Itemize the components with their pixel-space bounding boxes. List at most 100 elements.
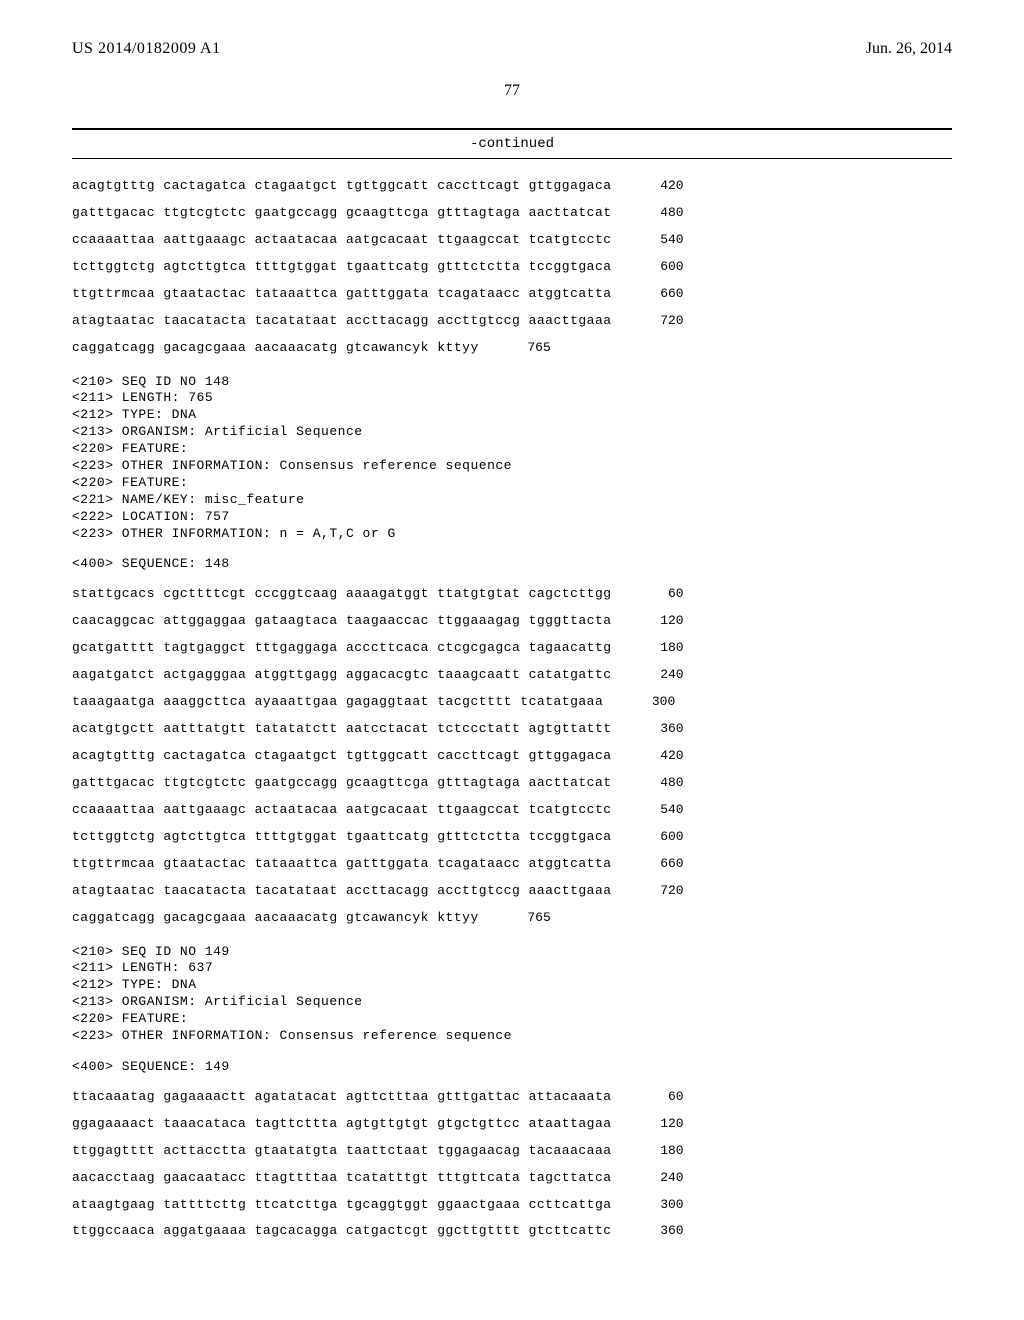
seq148-sequence-label: <400> SEQUENCE: 148 — [72, 556, 952, 573]
sequence-position: 420 — [644, 749, 684, 764]
sequence-line: acagtgtttg cactagatca ctagaatgct tgttggc… — [72, 749, 952, 764]
sequence-line: ttgttrmcaa gtaatactac tataaattca gatttgg… — [72, 857, 952, 872]
sequence-text: acagtgtttg cactagatca ctagaatgct tgttggc… — [72, 179, 612, 194]
sequence-line: atagtaatac taacatacta tacatataat accttac… — [72, 314, 952, 329]
sequence-position: 720 — [644, 314, 684, 329]
sequence-line: gatttgacac ttgtcgtctc gaatgccagg gcaagtt… — [72, 776, 952, 791]
header-row: US 2014/0182009 A1 Jun. 26, 2014 — [72, 40, 952, 58]
sequence-text: ataagtgaag tattttcttg ttcatcttga tgcaggt… — [72, 1198, 612, 1213]
sequence-text: acagtgtttg cactagatca ctagaatgct tgttggc… — [72, 749, 612, 764]
sequence-line: aagatgatct actgagggaa atggttgagg aggacac… — [72, 668, 952, 683]
sequence-text: caacaggcac attggaggaa gataagtaca taagaac… — [72, 614, 612, 629]
sequence-position: 660 — [644, 287, 684, 302]
sequence-position: 240 — [644, 1171, 684, 1186]
sequence-position: 300 — [644, 1198, 684, 1213]
sequence-position: 600 — [644, 830, 684, 845]
sequence-text: ttgttrmcaa gtaatactac tataaattca gatttgg… — [72, 287, 612, 302]
meta-line: <223> OTHER INFORMATION: n = A,T,C or G — [72, 526, 952, 543]
sequence-text: ccaaaattaa aattgaaagc actaatacaa aatgcac… — [72, 803, 612, 818]
sequence-position: 120 — [644, 614, 684, 629]
sequence-line: ttggccaaca aggatgaaaa tagcacagga catgact… — [72, 1224, 952, 1239]
sequence-line: acatgtgctt aatttatgtt tatatatctt aatccta… — [72, 722, 952, 737]
sequence-text: acatgtgctt aatttatgtt tatatatctt aatccta… — [72, 722, 612, 737]
sequence-position: 420 — [644, 179, 684, 194]
sequence-position: 765 — [511, 341, 551, 356]
publication-date: Jun. 26, 2014 — [866, 40, 952, 58]
meta-line: <213> ORGANISM: Artificial Sequence — [72, 994, 952, 1011]
sequence-position: 360 — [644, 722, 684, 737]
sequence-position: 480 — [644, 776, 684, 791]
sequence-text: ttgttrmcaa gtaatactac tataaattca gatttgg… — [72, 857, 612, 872]
sequence-position: 120 — [644, 1117, 684, 1132]
sequence-text: ggagaaaact taaacataca tagttcttta agtgttg… — [72, 1117, 612, 1132]
meta-line: <210> SEQ ID NO 149 — [72, 944, 952, 961]
sequence-block-continued: acagtgtttg cactagatca ctagaatgct tgttggc… — [72, 179, 952, 356]
sequence-line: caggatcagg gacagcgaaa aacaaacatg gtcawan… — [72, 341, 952, 356]
seq148-sequence: stattgcacs cgcttttcgt cccggtcaag aaaagat… — [72, 587, 952, 925]
meta-line: <212> TYPE: DNA — [72, 977, 952, 994]
seq149-sequence-label: <400> SEQUENCE: 149 — [72, 1059, 952, 1076]
sequence-position: 600 — [644, 260, 684, 275]
sequence-text: ttacaaatag gagaaaactt agatatacat agttctt… — [72, 1090, 612, 1105]
sequence-text: tcttggtctg agtcttgtca ttttgtggat tgaattc… — [72, 830, 612, 845]
page-number: 77 — [72, 82, 952, 100]
sequence-line: ccaaaattaa aattgaaagc actaatacaa aatgcac… — [72, 803, 952, 818]
meta-line: <220> FEATURE: — [72, 475, 952, 492]
meta-line: <211> LENGTH: 637 — [72, 960, 952, 977]
meta-line: <211> LENGTH: 765 — [72, 390, 952, 407]
sequence-line: gatttgacac ttgtcgtctc gaatgccagg gcaagtt… — [72, 206, 952, 221]
meta-line: <210> SEQ ID NO 148 — [72, 374, 952, 391]
meta-line: <223> OTHER INFORMATION: Consensus refer… — [72, 1028, 952, 1045]
sequence-position: 60 — [644, 587, 684, 602]
seq149-sequence: ttacaaatag gagaaaactt agatatacat agttctt… — [72, 1090, 952, 1240]
sequence-text: aacacctaag gaacaatacc ttagttttaa tcatatt… — [72, 1171, 612, 1186]
sequence-line: ttacaaatag gagaaaactt agatatacat agttctt… — [72, 1090, 952, 1105]
sequence-position: 720 — [644, 884, 684, 899]
sequence-text: gatttgacac ttgtcgtctc gaatgccagg gcaagtt… — [72, 206, 612, 221]
sequence-position: 60 — [644, 1090, 684, 1105]
meta-line: <212> TYPE: DNA — [72, 407, 952, 424]
sequence-position: 180 — [644, 641, 684, 656]
sequence-position: 540 — [644, 233, 684, 248]
meta-line: <221> NAME/KEY: misc_feature — [72, 492, 952, 509]
sequence-text: ttggagtttt acttacctta gtaatatgta taattct… — [72, 1144, 612, 1159]
sequence-position: 240 — [644, 668, 684, 683]
meta-line: <213> ORGANISM: Artificial Sequence — [72, 424, 952, 441]
sequence-line: caggatcagg gacagcgaaa aacaaacatg gtcawan… — [72, 911, 952, 926]
sequence-text: ccaaaattaa aattgaaagc actaatacaa aatgcac… — [72, 233, 612, 248]
sequence-line: ttgttrmcaa gtaatactac tataaattca gatttgg… — [72, 287, 952, 302]
sequence-line: acagtgtttg cactagatca ctagaatgct tgttggc… — [72, 179, 952, 194]
sequence-position: 540 — [644, 803, 684, 818]
sequence-line: taaagaatga aaaggcttca ayaaattgaa gagaggt… — [72, 695, 952, 710]
sequence-text: tcttggtctg agtcttgtca ttttgtggat tgaattc… — [72, 260, 612, 275]
sequence-text: caggatcagg gacagcgaaa aacaaacatg gtcawan… — [72, 911, 479, 926]
sequence-line: atagtaatac taacatacta tacatataat accttac… — [72, 884, 952, 899]
sequence-line: ccaaaattaa aattgaaagc actaatacaa aatgcac… — [72, 233, 952, 248]
sequence-text: ttggccaaca aggatgaaaa tagcacagga catgact… — [72, 1224, 612, 1239]
sequence-text: atagtaatac taacatacta tacatataat accttac… — [72, 884, 612, 899]
sequence-text: gcatgatttt tagtgaggct tttgaggaga acccttc… — [72, 641, 612, 656]
sequence-line: caacaggcac attggaggaa gataagtaca taagaac… — [72, 614, 952, 629]
sequence-text: atagtaatac taacatacta tacatataat accttac… — [72, 314, 612, 329]
sequence-line: stattgcacs cgcttttcgt cccggtcaag aaaagat… — [72, 587, 952, 602]
sequence-text: caggatcagg gacagcgaaa aacaaacatg gtcawan… — [72, 341, 479, 356]
meta-line: <220> FEATURE: — [72, 441, 952, 458]
sequence-line: tcttggtctg agtcttgtca ttttgtggat tgaattc… — [72, 830, 952, 845]
sequence-position: 300 — [635, 695, 675, 710]
sequence-text: stattgcacs cgcttttcgt cccggtcaag aaaagat… — [72, 587, 612, 602]
sequence-line: aacacctaag gaacaatacc ttagttttaa tcatatt… — [72, 1171, 952, 1186]
sequence-position: 765 — [511, 911, 551, 926]
seq148-meta: <210> SEQ ID NO 148<211> LENGTH: 765<212… — [72, 374, 952, 543]
sequence-line: ataagtgaag tattttcttg ttcatcttga tgcaggt… — [72, 1198, 952, 1213]
sequence-line: gcatgatttt tagtgaggct tttgaggaga acccttc… — [72, 641, 952, 656]
meta-line: <223> OTHER INFORMATION: Consensus refer… — [72, 458, 952, 475]
continued-banner: -continued — [72, 128, 952, 159]
sequence-position: 180 — [644, 1144, 684, 1159]
seq149-meta: <210> SEQ ID NO 149<211> LENGTH: 637<212… — [72, 944, 952, 1045]
sequence-text: taaagaatga aaaggcttca ayaaattgaa gagaggt… — [72, 695, 603, 710]
sequence-line: ggagaaaact taaacataca tagttcttta agtgttg… — [72, 1117, 952, 1132]
sequence-position: 660 — [644, 857, 684, 872]
sequence-line: tcttggtctg agtcttgtca ttttgtggat tgaattc… — [72, 260, 952, 275]
sequence-position: 480 — [644, 206, 684, 221]
page: US 2014/0182009 A1 Jun. 26, 2014 77 -con… — [0, 0, 1024, 1320]
